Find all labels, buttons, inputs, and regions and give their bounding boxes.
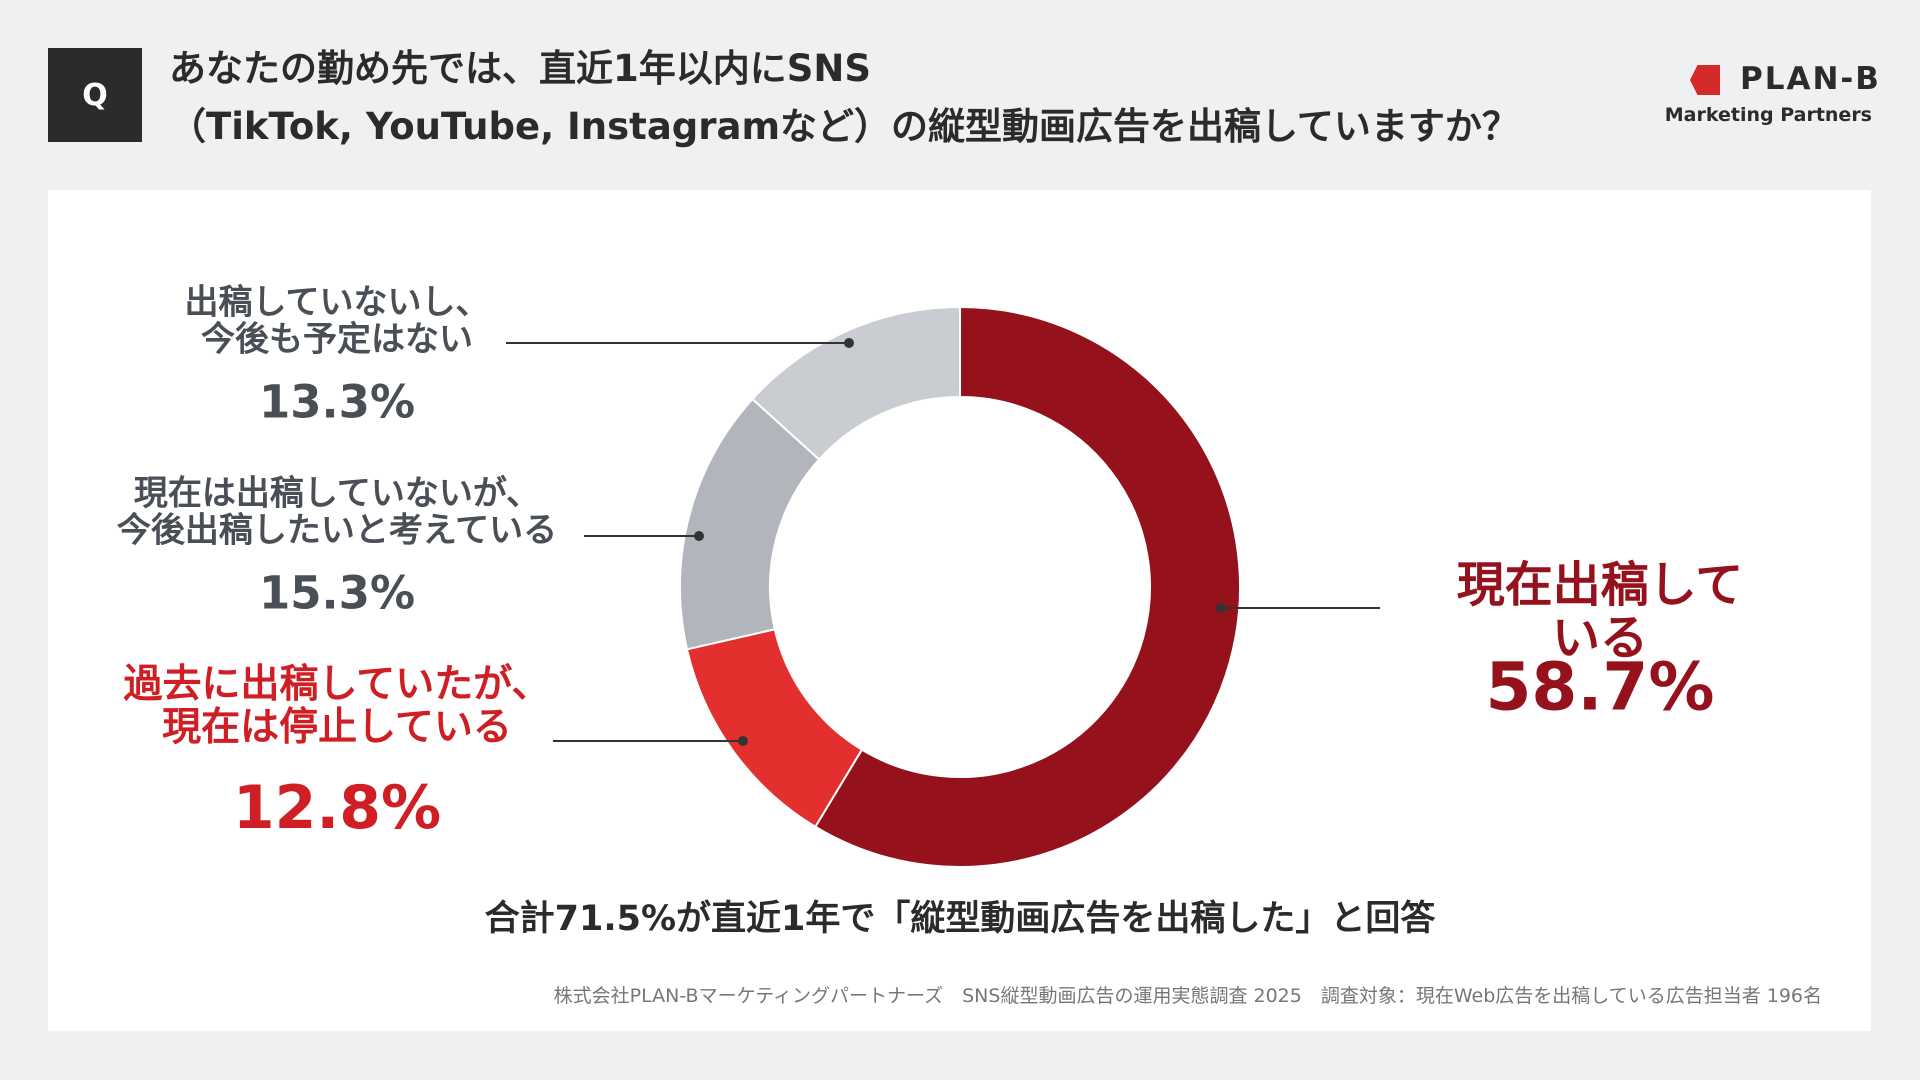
leader-dot bbox=[694, 531, 704, 541]
value-label: 58.7% bbox=[1485, 648, 1715, 726]
value-label: 15.3% bbox=[258, 566, 416, 620]
donut-segment bbox=[813, 305, 1241, 868]
leader-dot bbox=[738, 736, 748, 746]
category-label: 過去に出稿していたが、 現在は停止している bbox=[123, 662, 551, 750]
logo: PLAN-B bbox=[1740, 61, 1881, 97]
summary: 合計71.5%が直近1年で「縦型動画広告を出稿した」と回答 bbox=[484, 899, 1436, 939]
value-label: 13.3% bbox=[258, 375, 416, 429]
source: 株式会社PLAN-Bマーケティングパートナーズ SNS縦型動画広告の運用実態調査… bbox=[553, 985, 1822, 1007]
category-label: 現在出稿している bbox=[1456, 557, 1744, 666]
value-label: 12.8% bbox=[232, 773, 442, 843]
title: あなたの勤め先では、直近1年以内にSNS （TikTok, YouTube, I… bbox=[169, 47, 1519, 149]
donut-segment bbox=[751, 305, 961, 461]
leader-dot bbox=[844, 338, 854, 348]
logo-mark bbox=[1690, 65, 1720, 95]
leader-dot bbox=[1216, 603, 1226, 613]
badge: Q bbox=[48, 48, 142, 142]
category-label: 現在は出稿していないが、 今後出稿したいと考えている bbox=[116, 473, 558, 551]
category-label: 出稿していないし、 今後も予定はない bbox=[184, 282, 490, 360]
logo-sub: Marketing Partners bbox=[1664, 104, 1872, 126]
